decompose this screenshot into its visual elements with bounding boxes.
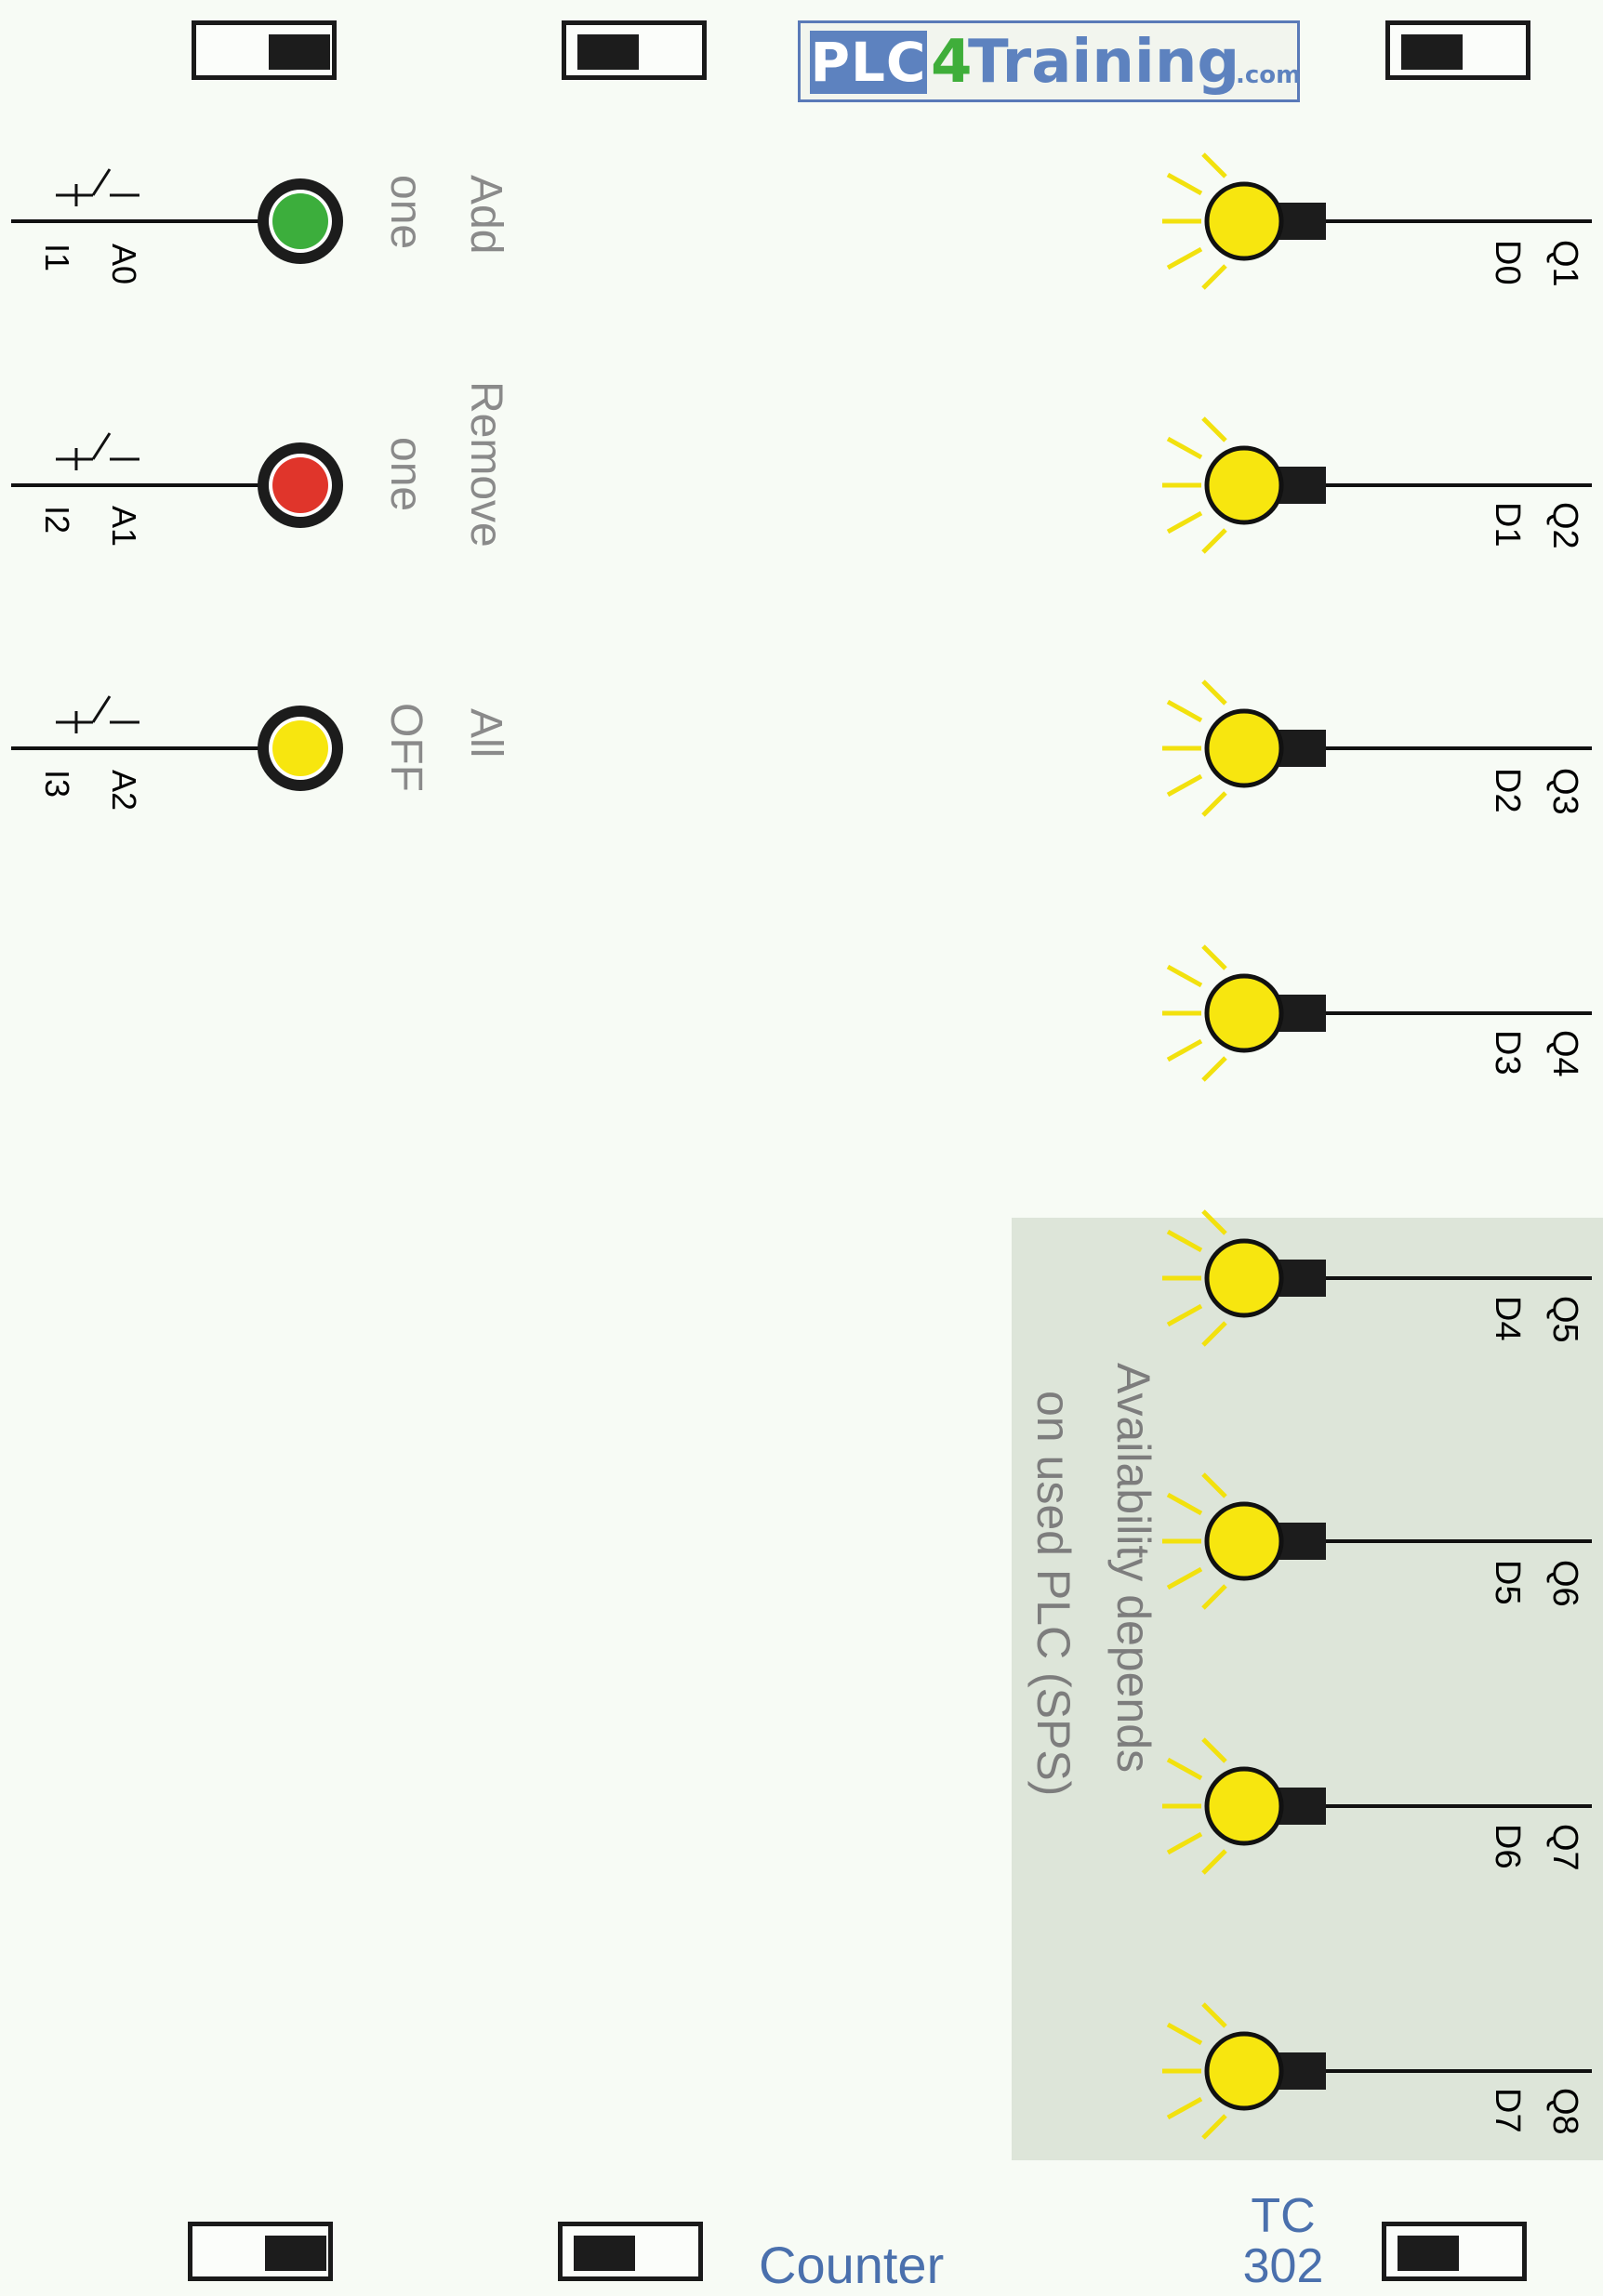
label-d3: D3 bbox=[1488, 1030, 1527, 1075]
logo-training-text: Training bbox=[968, 28, 1240, 97]
label-d1: D1 bbox=[1488, 502, 1527, 548]
label-q3: Q3 bbox=[1545, 768, 1584, 815]
label-d5: D5 bbox=[1488, 1560, 1527, 1605]
footer-code-line2: 302 bbox=[1242, 2239, 1324, 2293]
label-i3: I3 bbox=[38, 770, 76, 798]
label-d7: D7 bbox=[1488, 2088, 1527, 2133]
output-lamp-q8 bbox=[1162, 2002, 1592, 2140]
label-d0: D0 bbox=[1488, 240, 1527, 285]
caption-off: OFF bbox=[381, 703, 431, 792]
slot-switch-bottom-middle[interactable] bbox=[558, 2222, 703, 2281]
slot-switch-top-middle[interactable] bbox=[562, 20, 707, 80]
caption-one-1: one bbox=[381, 175, 431, 250]
availability-note-line1: Availability depends bbox=[1107, 1363, 1159, 1774]
slot-switch-top-right[interactable] bbox=[1385, 20, 1530, 80]
label-d2: D2 bbox=[1488, 768, 1527, 813]
slot-switch-bottom-right[interactable] bbox=[1382, 2222, 1527, 2281]
output-lamp-q4 bbox=[1162, 944, 1592, 1082]
label-d4: D4 bbox=[1488, 1296, 1527, 1341]
output-lamp-q6 bbox=[1162, 1472, 1592, 1610]
availability-panel bbox=[1012, 1218, 1603, 2160]
logo-com-text: .com bbox=[1236, 61, 1302, 89]
label-i2: I2 bbox=[38, 506, 76, 534]
footer-code-line1: TC bbox=[1251, 2189, 1316, 2243]
output-lamp-q3 bbox=[1162, 680, 1592, 817]
add-one-button[interactable] bbox=[272, 193, 328, 249]
output-lamp-q7 bbox=[1162, 1737, 1592, 1875]
output-lamps bbox=[1162, 152, 1592, 2140]
label-q7: Q7 bbox=[1545, 1824, 1584, 1871]
input-row-a2 bbox=[11, 695, 343, 791]
logo-four-text: 4 bbox=[931, 28, 973, 97]
label-q4: Q4 bbox=[1545, 1030, 1584, 1077]
caption-remove: Remove bbox=[461, 381, 510, 548]
caption-add: Add bbox=[461, 175, 510, 255]
label-q1: Q1 bbox=[1545, 240, 1584, 287]
label-a1: A1 bbox=[105, 506, 143, 548]
plc4training-logo: PLC 4 Training .com bbox=[798, 20, 1302, 102]
slot-switch-bottom-left[interactable] bbox=[188, 2222, 333, 2281]
remove-one-button[interactable] bbox=[272, 457, 328, 513]
output-lamp-q2 bbox=[1162, 416, 1592, 554]
label-i1: I1 bbox=[38, 244, 76, 272]
input-row-a0 bbox=[11, 168, 343, 264]
label-q2: Q2 bbox=[1545, 502, 1584, 549]
slot-switch-top-left[interactable] bbox=[192, 20, 337, 80]
label-q5: Q5 bbox=[1545, 1296, 1584, 1343]
label-d6: D6 bbox=[1488, 1824, 1527, 1869]
label-q6: Q6 bbox=[1545, 1560, 1584, 1607]
input-row-a1 bbox=[11, 432, 343, 528]
availability-note-line2: on used PLC (SPS) bbox=[1027, 1391, 1080, 1797]
label-a2: A2 bbox=[105, 770, 143, 812]
output-lamp-q5 bbox=[1162, 1209, 1592, 1347]
all-off-button[interactable] bbox=[272, 720, 328, 776]
caption-one-2: one bbox=[381, 437, 431, 512]
logo-plc-text: PLC bbox=[810, 31, 927, 94]
footer-title: Counter bbox=[759, 2236, 945, 2294]
label-a0: A0 bbox=[105, 244, 143, 285]
caption-all: All bbox=[461, 708, 510, 759]
label-q8: Q8 bbox=[1545, 2088, 1584, 2135]
output-lamp-q1 bbox=[1162, 152, 1592, 290]
